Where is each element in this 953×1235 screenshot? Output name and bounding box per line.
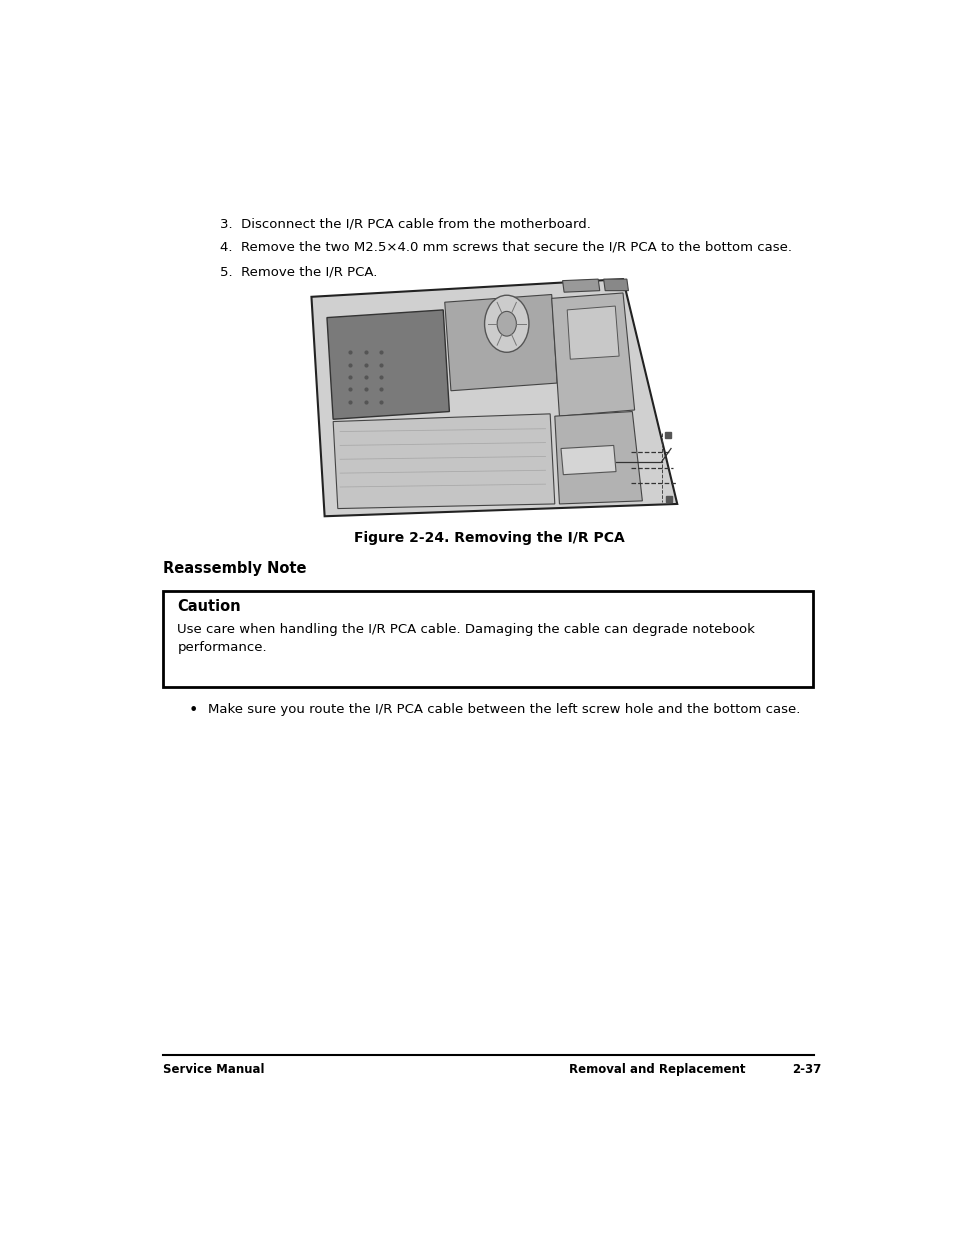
Polygon shape — [562, 279, 599, 293]
Polygon shape — [560, 446, 616, 474]
Text: •: • — [189, 703, 198, 718]
Polygon shape — [311, 279, 677, 516]
Text: 4.  Remove the two M2.5×4.0 mm screws that secure the I/R PCA to the bottom case: 4. Remove the two M2.5×4.0 mm screws tha… — [220, 241, 791, 253]
Polygon shape — [444, 294, 557, 390]
Polygon shape — [603, 279, 628, 290]
FancyBboxPatch shape — [163, 592, 812, 687]
Polygon shape — [567, 306, 618, 359]
Text: 3.  Disconnect the I/R PCA cable from the motherboard.: 3. Disconnect the I/R PCA cable from the… — [220, 217, 590, 231]
Polygon shape — [551, 293, 634, 416]
Polygon shape — [555, 411, 641, 504]
Text: Removal and Replacement: Removal and Replacement — [568, 1063, 744, 1076]
Text: Make sure you route the I/R PCA cable between the left screw hole and the bottom: Make sure you route the I/R PCA cable be… — [208, 703, 800, 715]
Text: 5.  Remove the I/R PCA.: 5. Remove the I/R PCA. — [220, 266, 377, 278]
Text: Caution: Caution — [177, 599, 241, 614]
Text: Use care when handling the I/R PCA cable. Damaging the cable can degrade noteboo: Use care when handling the I/R PCA cable… — [177, 624, 755, 636]
Circle shape — [497, 311, 516, 336]
Circle shape — [484, 295, 528, 352]
Text: Reassembly Note: Reassembly Note — [163, 561, 307, 576]
Text: performance.: performance. — [177, 641, 267, 655]
Polygon shape — [327, 310, 449, 419]
Text: Service Manual: Service Manual — [163, 1063, 265, 1076]
Text: 2-37: 2-37 — [791, 1063, 821, 1076]
Text: Figure 2-24. Removing the I/R PCA: Figure 2-24. Removing the I/R PCA — [354, 531, 623, 545]
Polygon shape — [333, 414, 555, 509]
